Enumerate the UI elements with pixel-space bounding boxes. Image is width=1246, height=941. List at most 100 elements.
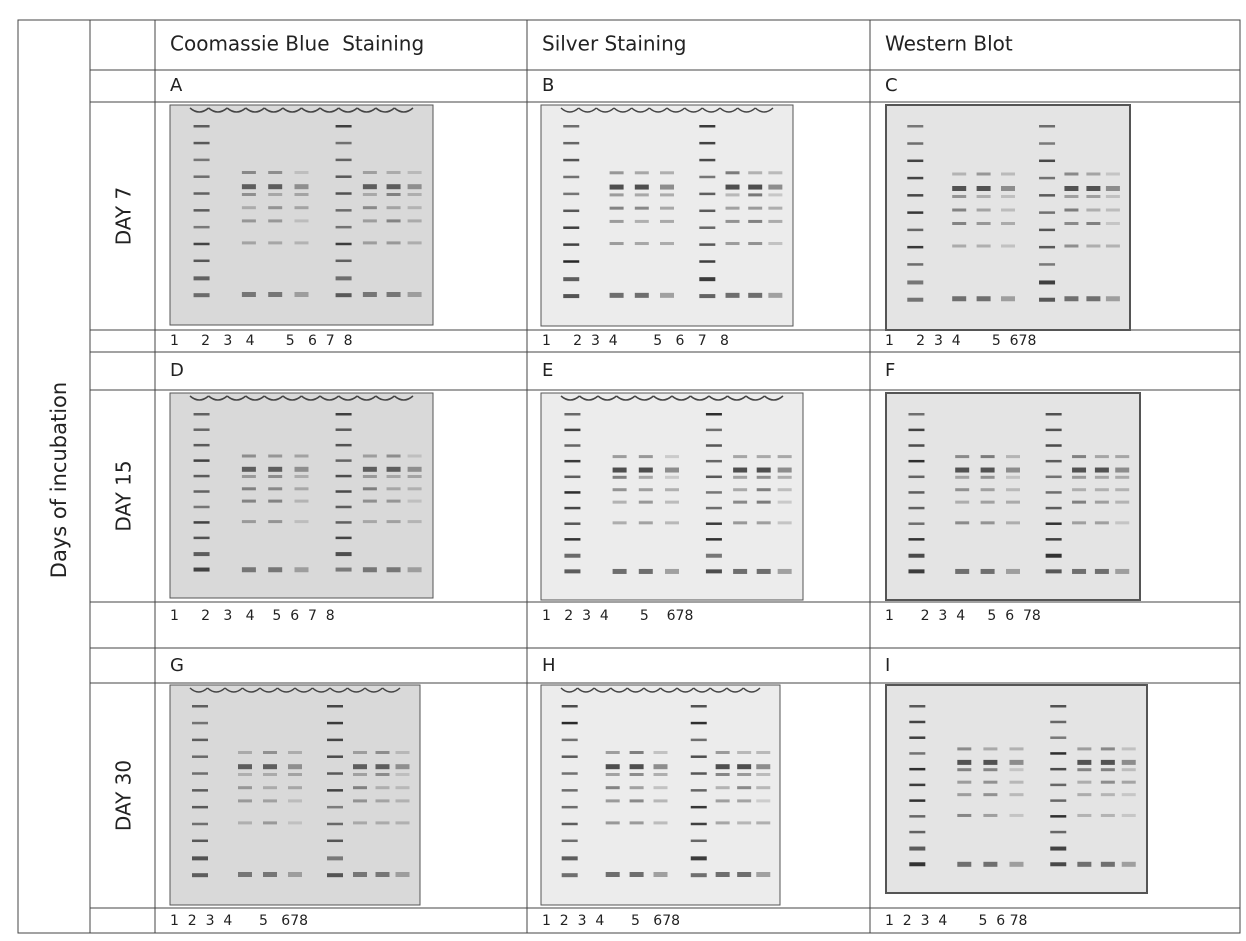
sample-band [635,242,649,245]
sample-band [242,467,256,472]
ladder-band [336,276,352,280]
sample-band [408,219,422,222]
sample-band [288,821,302,824]
ladder-band [1046,429,1062,432]
sample-band [1095,488,1109,491]
sample-band [981,468,995,473]
sample-band [613,501,627,504]
ladder-band [564,460,580,463]
ladder-band [194,568,210,572]
sample-band [263,773,277,776]
lane-numbers: 1 2 3 4 5 678 [542,608,693,624]
sample-band [983,781,997,784]
sample-band [268,455,282,458]
sample-band [955,488,969,491]
sample-band [955,468,969,473]
ladder-band [909,721,925,724]
ladder-band [907,211,923,214]
sample-band [1086,245,1100,248]
sample-band [757,455,771,458]
sample-band [757,476,771,479]
gel-image [886,685,1147,893]
gel-image [170,393,433,598]
ladder-band [908,538,924,541]
sample-band [613,521,627,524]
sample-band [268,500,282,503]
ladder-band [1046,460,1062,463]
ladder-band [192,840,208,843]
sample-band [387,487,401,490]
ladder-band [562,873,578,877]
ladder-band [691,840,707,843]
sample-band [757,488,771,491]
y-axis-label: Days of incubation [47,382,71,578]
sample-band [630,821,644,824]
sample-band [983,862,997,867]
sample-band [654,786,668,789]
ladder-band [194,506,210,509]
sample-band [654,872,668,877]
ladder-band [194,192,210,195]
gel-image [170,685,420,905]
gel-image [541,393,803,600]
sample-band [748,207,762,210]
ladder-band [194,125,210,128]
ladder-band [327,806,343,809]
ladder-band [563,294,579,298]
sample-band [363,475,377,478]
sample-band [363,219,377,222]
ladder-band [564,554,580,558]
sample-band [363,487,377,490]
sample-band [768,242,782,245]
sample-band [654,764,668,769]
sample-band [387,206,401,209]
sample-band [733,569,747,574]
sample-band [716,751,730,754]
sample-band [1086,296,1100,301]
sample-band [757,468,771,473]
sample-band [408,193,422,196]
ladder-band [192,705,208,708]
sample-band [242,184,256,189]
sample-band [408,520,422,523]
sample-band [268,241,282,244]
ladder-band [1039,280,1055,284]
ladder-band [562,806,578,809]
sample-band [1064,296,1078,301]
sample-band [376,786,390,789]
ladder-band [562,823,578,826]
sample-band [726,220,740,223]
sample-band [1101,781,1115,784]
sample-band [1064,186,1078,191]
ladder-band [909,752,925,755]
ladder-band [908,554,924,558]
ladder-band [327,856,343,860]
sample-band [957,747,971,750]
sample-band [408,487,422,490]
ladder-band [691,823,707,826]
sample-band [639,468,653,473]
ladder-band [563,159,579,162]
sample-band [981,521,995,524]
sample-band [376,764,390,769]
ladder-band [909,862,925,866]
sample-band [756,786,770,789]
ladder-band [706,476,722,479]
sample-band [1001,222,1015,225]
sample-band [1006,476,1020,479]
sample-band [716,773,730,776]
sample-band [288,751,302,754]
lane-numbers: 1 2 3 4 5 6 7 8 [170,608,335,624]
ladder-band [1050,768,1066,771]
ladder-band [194,552,210,556]
sample-band [1072,569,1086,574]
ladder-band [1046,444,1062,447]
ladder-band [563,125,579,128]
ladder-band [1039,229,1055,232]
sample-band [1106,209,1120,212]
ladder-band [192,856,208,860]
ladder-band [192,722,208,725]
sample-band [613,455,627,458]
sample-band [983,793,997,796]
ladder-band [691,772,707,775]
